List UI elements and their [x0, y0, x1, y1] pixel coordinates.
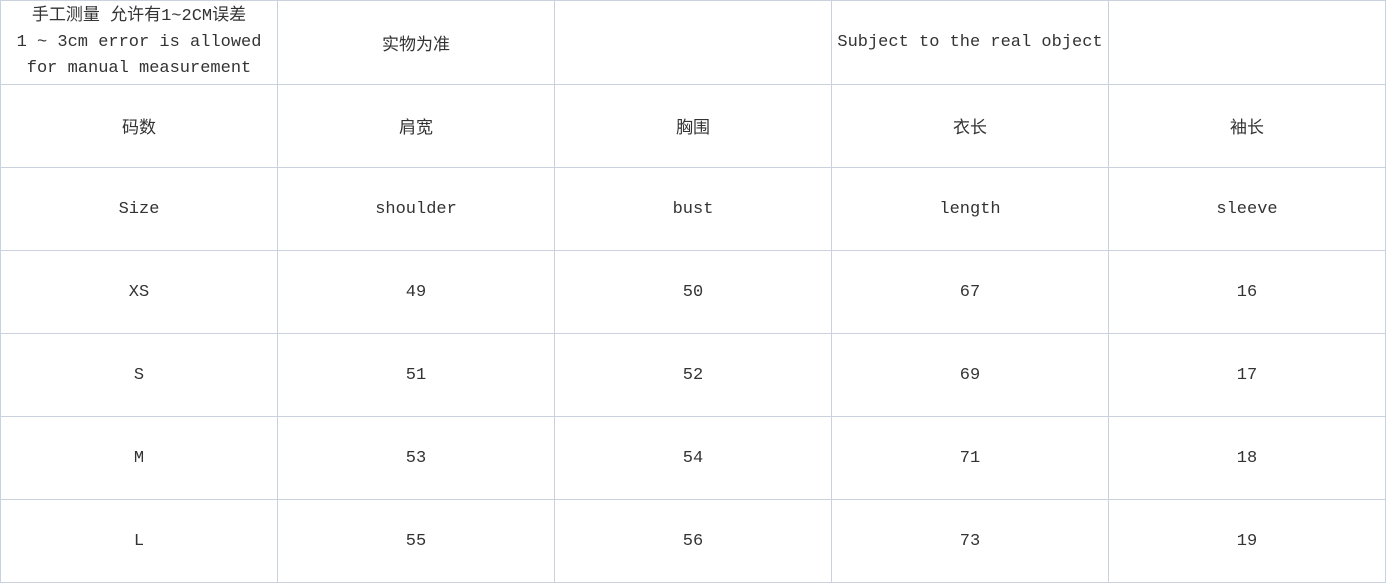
- real-object-note-en: Subject to the real object: [831, 0, 1109, 85]
- table-row: M 53 54 71 18: [0, 416, 1386, 500]
- length-cell: 73: [831, 499, 1109, 583]
- col-header-bust-en: bust: [554, 167, 832, 251]
- size-cell: S: [0, 333, 278, 417]
- size-cell: M: [0, 416, 278, 500]
- col-header-length-cn: 衣长: [831, 84, 1109, 168]
- manual-note-line-en-1: 1 ~ 3cm error is allowed: [16, 32, 262, 52]
- table-row: S 51 52 69 17: [0, 333, 1386, 417]
- manual-note-line-cn: 手工测量 允许有1~2CM误差: [31, 6, 247, 26]
- shoulder-cell: 53: [277, 416, 555, 500]
- length-cell: 71: [831, 416, 1109, 500]
- col-header-sleeve-cn: 袖长: [1108, 84, 1386, 168]
- col-header-size-cn: 码数: [0, 84, 278, 168]
- header-row-en: Size shoulder bust length sleeve: [0, 167, 1386, 251]
- shoulder-cell: 51: [277, 333, 555, 417]
- col-header-length-en: length: [831, 167, 1109, 251]
- manual-measurement-note-cell: 手工测量 允许有1~2CM误差 1 ~ 3cm error is allowed…: [0, 0, 278, 85]
- bust-cell: 50: [554, 250, 832, 334]
- empty-cell: [1108, 0, 1386, 85]
- col-header-shoulder-en: shoulder: [277, 167, 555, 251]
- col-header-bust-cn: 胸围: [554, 84, 832, 168]
- col-header-size-en: Size: [0, 167, 278, 251]
- size-cell: XS: [0, 250, 278, 334]
- col-header-sleeve-en: sleeve: [1108, 167, 1386, 251]
- sleeve-cell: 16: [1108, 250, 1386, 334]
- size-cell: L: [0, 499, 278, 583]
- table-row: XS 49 50 67 16: [0, 250, 1386, 334]
- notes-row: 手工测量 允许有1~2CM误差 1 ~ 3cm error is allowed…: [0, 0, 1386, 85]
- sleeve-cell: 18: [1108, 416, 1386, 500]
- sleeve-cell: 19: [1108, 499, 1386, 583]
- shoulder-cell: 55: [277, 499, 555, 583]
- bust-cell: 56: [554, 499, 832, 583]
- header-row-cn: 码数 肩宽 胸围 衣长 袖长: [0, 84, 1386, 168]
- col-header-shoulder-cn: 肩宽: [277, 84, 555, 168]
- length-cell: 67: [831, 250, 1109, 334]
- bust-cell: 52: [554, 333, 832, 417]
- bust-cell: 54: [554, 416, 832, 500]
- sleeve-cell: 17: [1108, 333, 1386, 417]
- table-row: L 55 56 73 19: [0, 499, 1386, 583]
- shoulder-cell: 49: [277, 250, 555, 334]
- length-cell: 69: [831, 333, 1109, 417]
- empty-cell: [554, 0, 832, 85]
- manual-note-line-en-2: for manual measurement: [26, 58, 252, 78]
- real-object-note-cn: 实物为准: [277, 0, 555, 85]
